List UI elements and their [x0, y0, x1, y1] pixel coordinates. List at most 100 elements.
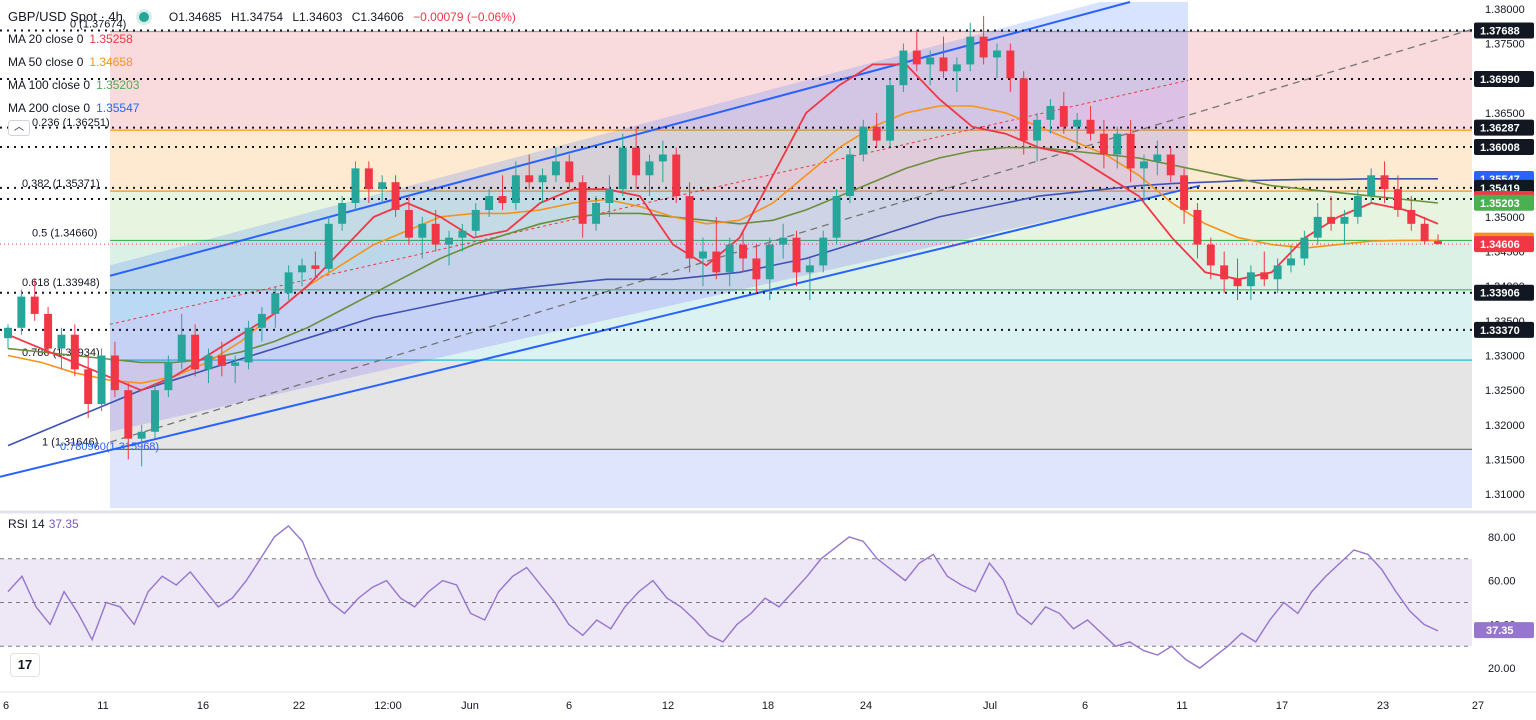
price-badge-label: 1.36287 — [1480, 123, 1520, 135]
candle-body — [418, 223, 427, 238]
candle-body — [1006, 50, 1015, 79]
ma100-legend[interactable]: MA 100 close 0 1.35203 — [8, 78, 139, 92]
price-tick-label: 1.38000 — [1485, 4, 1525, 16]
ma20-label: MA 20 close 0 — [8, 32, 84, 46]
close-value: C1.34606 — [351, 9, 404, 24]
channel-upper-line — [109, 1, 1131, 277]
fib-level-label: 1 (1.31646) — [42, 436, 98, 448]
fib-level-label: 0.618 (1.33948) — [22, 277, 100, 289]
candle-body — [257, 313, 266, 328]
price-badge-label: 1.36008 — [1480, 142, 1520, 154]
time-tick-label: 11 — [1176, 700, 1187, 712]
price-badge-label: 1.35203 — [1480, 198, 1520, 210]
price-badge — [1474, 22, 1534, 39]
fib-zone — [110, 289, 1472, 361]
price-badge — [1474, 70, 1534, 87]
candle-body — [391, 182, 400, 210]
price-badge-label: 1.34606 — [1480, 239, 1520, 251]
candle-body — [191, 334, 200, 370]
price-tick-label: 1.31500 — [1485, 454, 1525, 466]
candle-body — [979, 36, 988, 58]
ma50-label: MA 50 close 0 — [8, 55, 84, 69]
candle-body — [605, 189, 614, 204]
candle-body — [1287, 258, 1295, 266]
fib-level-label: 0.236 (1.36251) — [32, 117, 110, 129]
candle-body — [57, 334, 66, 349]
ma50-legend[interactable]: MA 50 close 0 1.34658 — [8, 55, 133, 69]
candle-body — [311, 265, 320, 269]
candle-body — [525, 175, 534, 183]
candle-body — [351, 168, 360, 204]
ma100-label: MA 100 close 0 — [8, 78, 91, 92]
candle-body — [859, 126, 868, 155]
candle-body — [618, 147, 627, 190]
candle-body — [124, 390, 133, 439]
fib-level-label: 0.382 (1.35371) — [22, 178, 100, 190]
time-tick-label: 24 — [860, 700, 872, 712]
candle-body — [431, 223, 440, 245]
candle-body — [84, 369, 93, 405]
candle-body — [1420, 223, 1429, 242]
candle-body — [739, 244, 748, 259]
candle-body — [565, 161, 574, 183]
candle-body — [1019, 78, 1028, 141]
rsi-badge — [1474, 622, 1534, 639]
candle-body — [1220, 265, 1229, 280]
candle-body — [458, 230, 467, 238]
candle-body — [1407, 209, 1416, 224]
rsi-label: RSI 14 — [8, 517, 45, 531]
price-badge — [1474, 139, 1534, 156]
price-tick-label: 1.33000 — [1485, 351, 1525, 363]
low-value: L1.34603 — [292, 9, 343, 24]
ma200-legend[interactable]: MA 200 close 0 1.35547 — [8, 101, 139, 115]
candle-body — [338, 203, 347, 224]
rsi-line — [7, 524, 1439, 669]
candle-body — [712, 251, 721, 273]
trend-dashed-line — [109, 27, 1476, 443]
time-tick-label: 17 — [1276, 700, 1288, 712]
candle-body — [1300, 237, 1309, 259]
candle-body — [1166, 154, 1175, 176]
price-badge — [1474, 236, 1534, 253]
candle-body — [1140, 161, 1148, 169]
rsi-legend[interactable]: RSI 14 37.35 — [8, 517, 79, 531]
candle-body — [1206, 244, 1215, 266]
high-value: H1.34754 — [230, 9, 283, 24]
candle-body — [698, 251, 707, 259]
price-badge — [1474, 284, 1534, 301]
symbol-title[interactable]: GBP/USD Spot · 4h — [8, 9, 123, 24]
candle-body — [1099, 133, 1108, 155]
candle-body — [4, 327, 12, 339]
candle-body — [1059, 105, 1068, 127]
candle-body — [939, 57, 948, 72]
candle-body — [151, 390, 159, 432]
candle-body — [1340, 216, 1349, 224]
candle-body — [1113, 133, 1122, 155]
price-tick-label: 1.32000 — [1485, 420, 1525, 432]
candle-body — [298, 265, 306, 273]
time-tick-label: Jul — [983, 700, 997, 712]
candle-body — [485, 196, 494, 210]
candle-body — [1260, 272, 1269, 280]
candle-body — [110, 355, 119, 391]
candle-body — [17, 296, 26, 328]
ma20-legend[interactable]: MA 20 close 0 1.35258 — [8, 32, 133, 46]
candle-body — [378, 182, 387, 190]
tradingview-logo-icon[interactable]: 17 — [10, 653, 40, 677]
market-status-icon — [138, 11, 149, 22]
time-tick-label: 23 — [1377, 700, 1389, 712]
ohlc-values: O1.34685 H1.34754 L1.34603 C1.34606 −0.0… — [169, 10, 522, 24]
time-tick-label: 16 — [197, 700, 209, 712]
collapse-legend-button[interactable]: ︿ — [8, 120, 30, 136]
candle-body — [992, 50, 1001, 58]
time-tick-label: 11 — [97, 700, 108, 712]
candle-body — [164, 362, 173, 391]
candle-body — [1180, 175, 1189, 210]
candle-body — [177, 334, 186, 363]
candle-body — [1313, 216, 1322, 238]
price-badge-label: 1.36990 — [1480, 74, 1520, 86]
candle-body — [819, 237, 828, 266]
time-tick-label: 18 — [762, 700, 774, 712]
